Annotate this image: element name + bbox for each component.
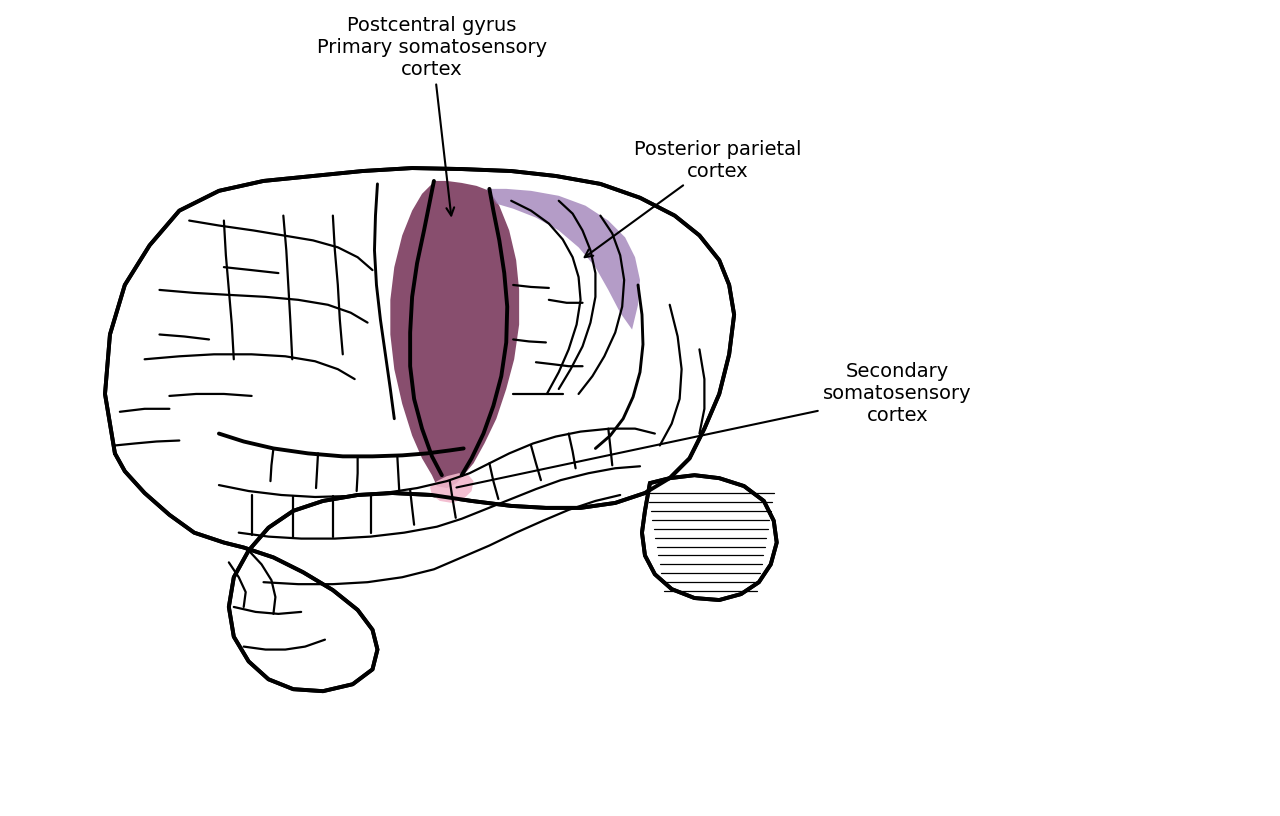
Text: Secondary
somatosensory
cortex: Secondary somatosensory cortex bbox=[457, 362, 972, 487]
Text: Postcentral gyrus
Primary somatosensory
cortex: Postcentral gyrus Primary somatosensory … bbox=[317, 16, 547, 215]
Polygon shape bbox=[390, 181, 520, 488]
Polygon shape bbox=[643, 475, 777, 600]
Text: Posterior parietal
cortex: Posterior parietal cortex bbox=[585, 140, 801, 257]
Polygon shape bbox=[430, 473, 474, 503]
Polygon shape bbox=[105, 168, 735, 691]
Polygon shape bbox=[486, 188, 640, 330]
